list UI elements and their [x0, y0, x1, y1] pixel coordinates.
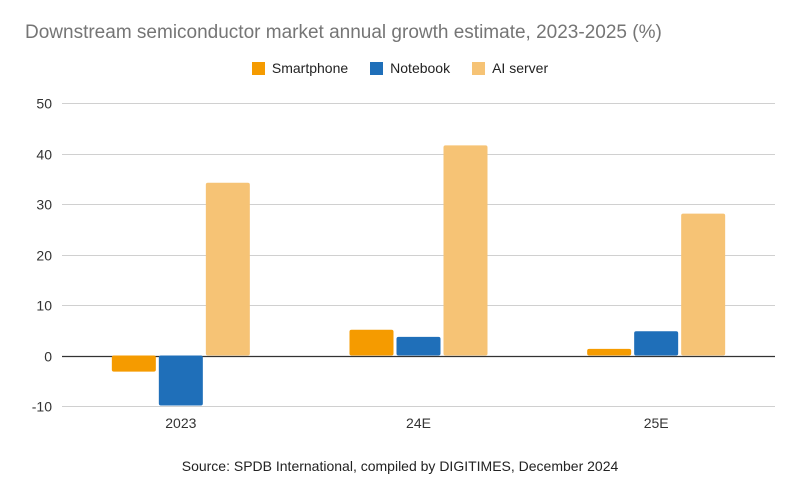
y-tick-label: -10	[32, 399, 52, 415]
legend-label-ai-server: AI server	[492, 60, 549, 76]
y-tick-label: 10	[36, 298, 52, 314]
bar-smartphone-24e	[349, 329, 394, 356]
bar-notebook-25e	[634, 331, 679, 356]
y-tick-label: 20	[36, 248, 52, 264]
bar-ai-server-24e	[443, 145, 488, 356]
legend: Smartphone Notebook AI server	[0, 60, 800, 76]
bar-ai-server-25e	[681, 213, 726, 356]
bar-smartphone-2023	[111, 355, 156, 372]
x-tick-label: 24E	[406, 415, 431, 431]
legend-item-smartphone: Smartphone	[251, 60, 349, 76]
legend-item-notebook: Notebook	[370, 60, 450, 76]
legend-item-ai-server: AI server	[472, 60, 548, 76]
bar-smartphone-25e	[587, 348, 632, 356]
bar-notebook-24e	[396, 336, 441, 356]
y-tick-label: 50	[36, 96, 52, 112]
x-tick-label: 2023	[165, 415, 196, 431]
y-tick-label: 30	[36, 197, 52, 213]
source-note: Source: SPDB International, compiled by …	[181, 458, 619, 474]
legend-swatch-smartphone	[251, 61, 265, 75]
y-tick-label: 0	[44, 349, 52, 365]
bar-ai-server-2023	[205, 182, 250, 356]
legend-label-smartphone: Smartphone	[271, 60, 349, 76]
bar-notebook-2023	[158, 355, 203, 406]
chart-title: Downstream semiconductor market annual g…	[25, 22, 662, 43]
x-tick-label: 25E	[644, 415, 669, 431]
legend-label-notebook: Notebook	[390, 60, 451, 76]
y-tick-label: 40	[36, 147, 52, 163]
legend-swatch-ai-server	[472, 61, 486, 75]
legend-swatch-notebook	[370, 61, 384, 75]
